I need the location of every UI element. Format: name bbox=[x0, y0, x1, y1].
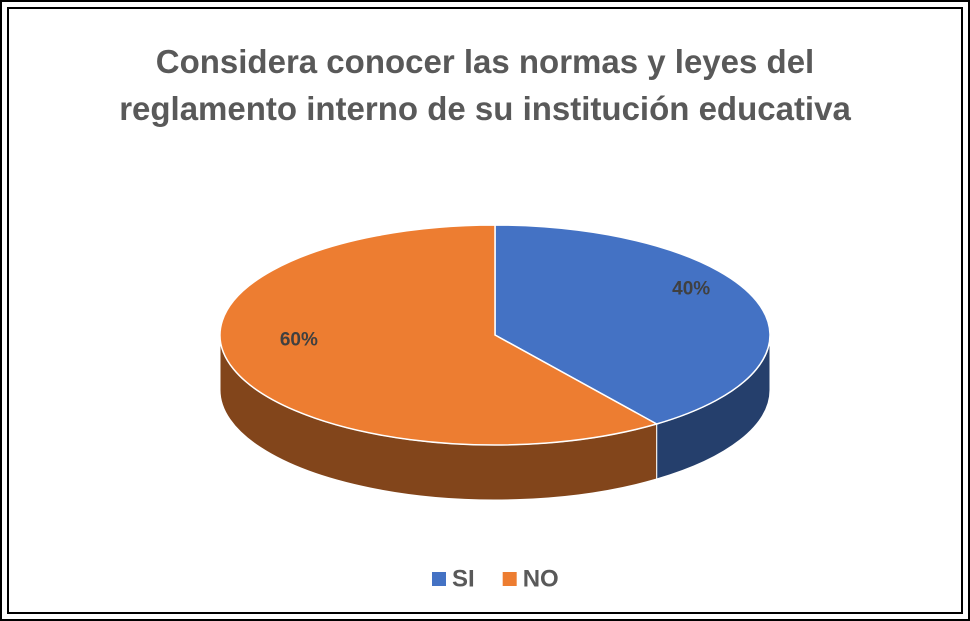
legend-label: NO bbox=[523, 565, 559, 592]
data-label: 60% bbox=[280, 330, 318, 351]
inner-frame bbox=[7, 7, 963, 614]
chart-title: Considera conocer las normas y leyes del… bbox=[119, 43, 851, 127]
legend-swatch bbox=[502, 572, 517, 586]
slice bbox=[494, 224, 771, 425]
slice bbox=[219, 224, 659, 446]
data-label: 40% bbox=[672, 279, 710, 300]
legend-label: SI bbox=[452, 565, 475, 592]
legend-swatch bbox=[432, 572, 446, 586]
